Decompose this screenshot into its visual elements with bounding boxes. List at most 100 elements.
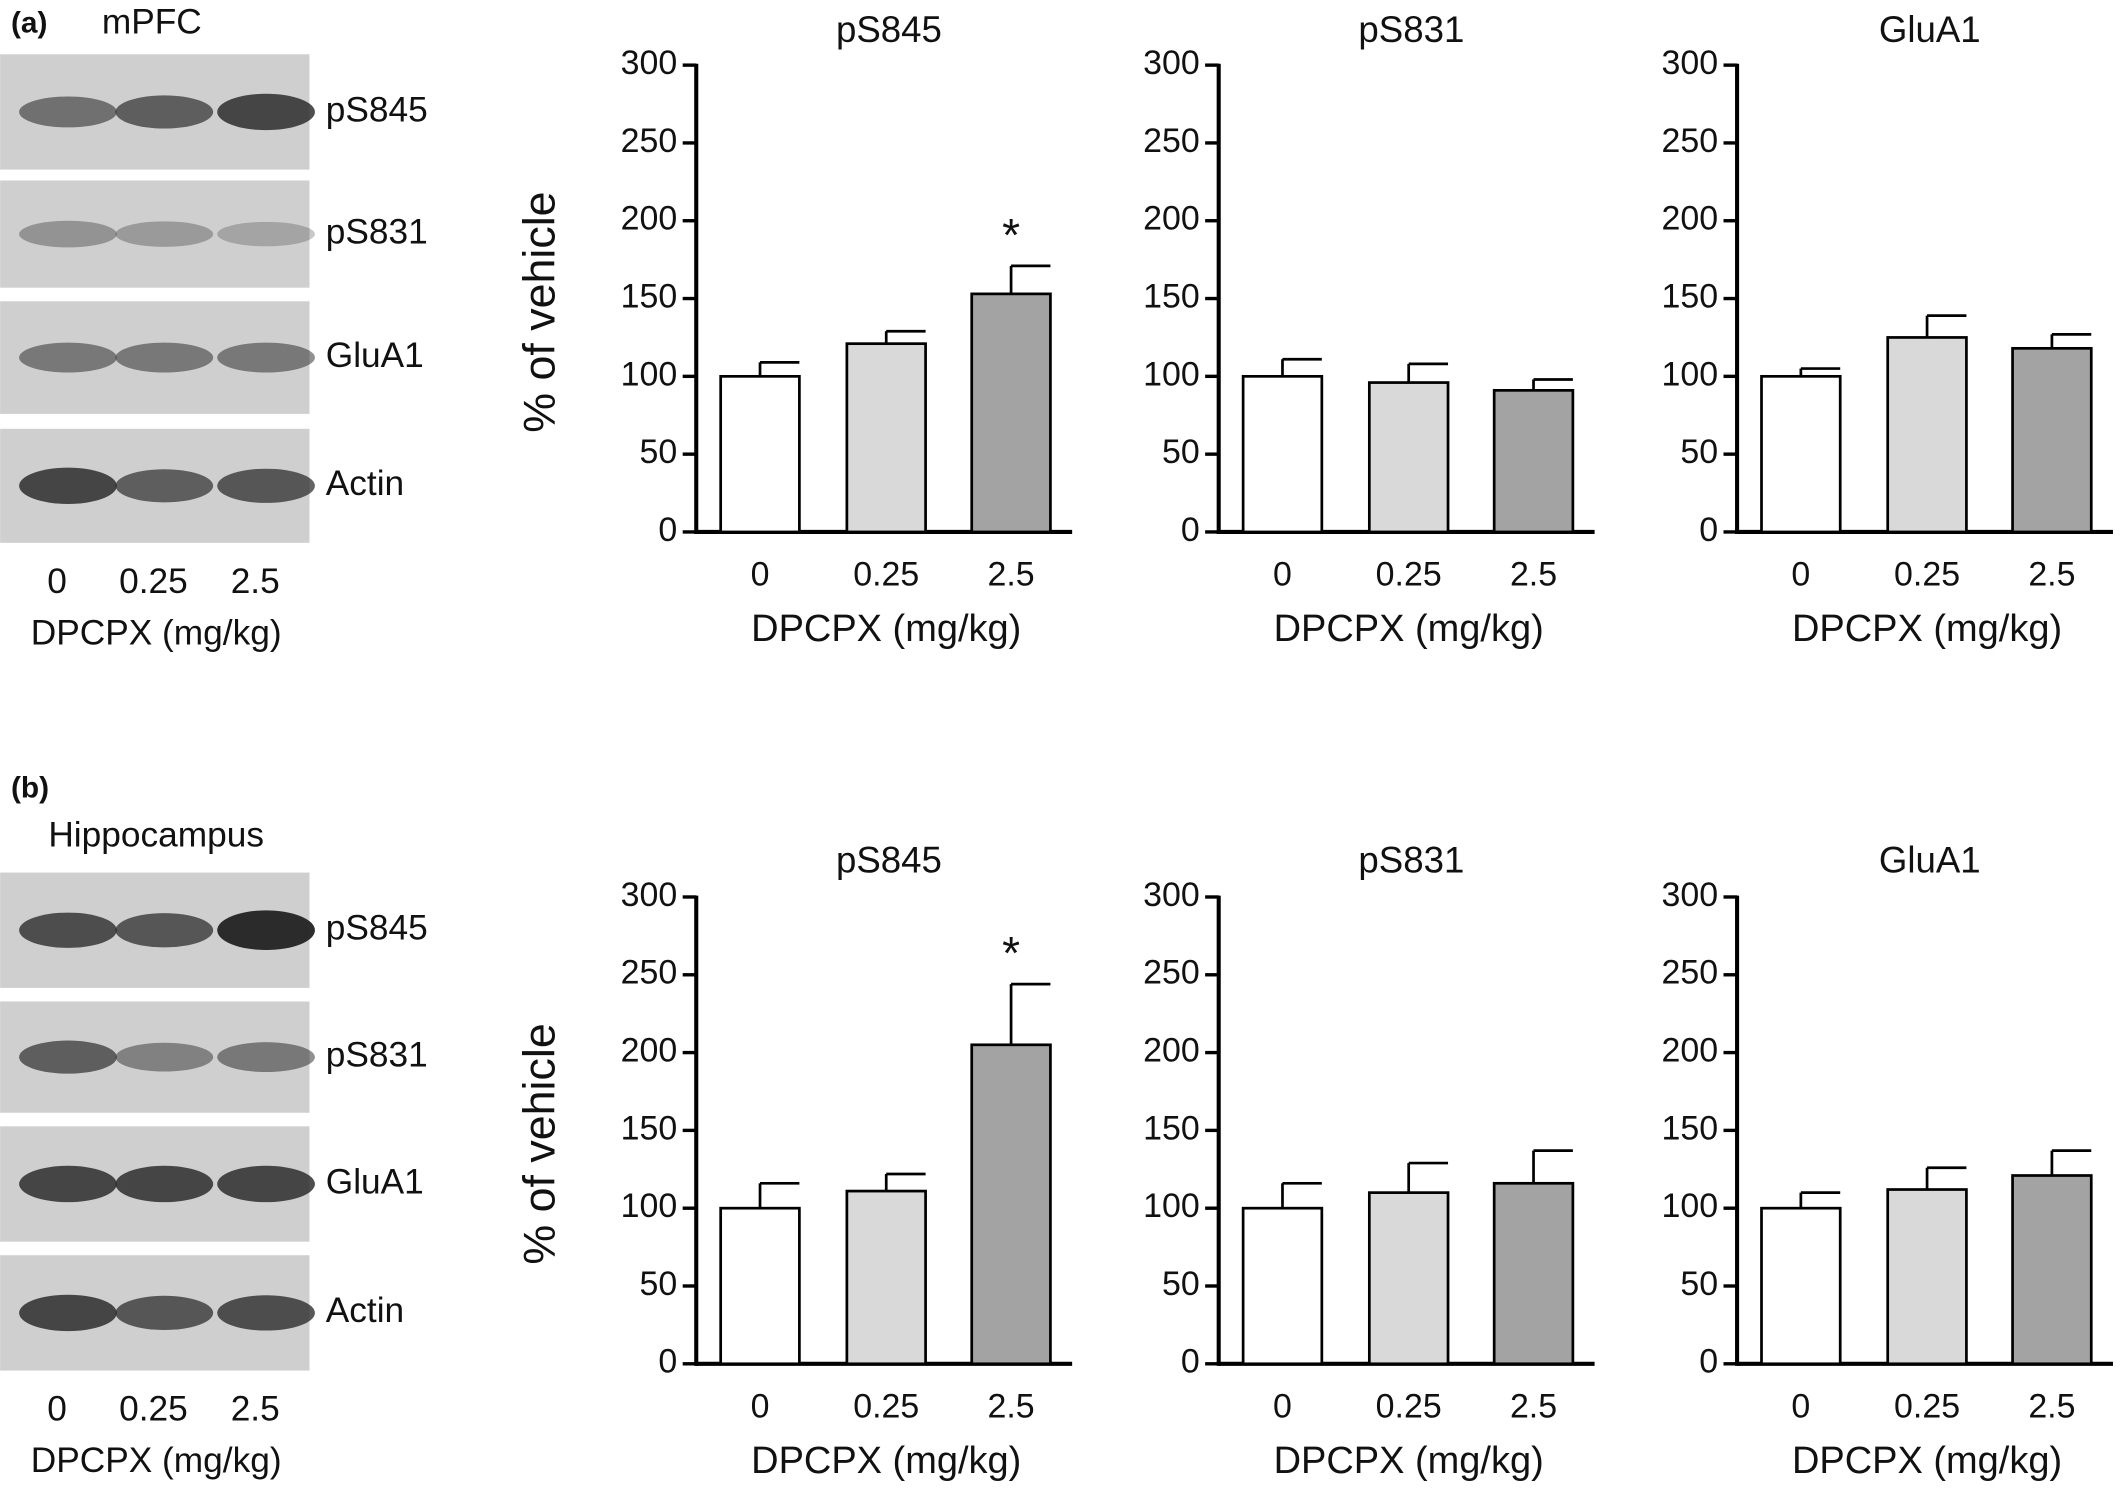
x-axis-label: DPCPX (mg/kg) [751,608,1021,650]
x-tick-label: 0.25 [853,556,919,594]
y-tick-label: 200 [1662,200,1719,238]
y-tick-label: 150 [1662,1109,1719,1147]
y-tick-label: 200 [1143,200,1200,238]
lane-label: 0.25 [119,1390,188,1429]
x-axis-label: DPCPX (mg/kg) [751,1440,1021,1482]
blot-band [217,1042,315,1073]
y-tick-label: 200 [1143,1032,1200,1070]
bar [970,1043,1052,1366]
x-tick-label: 2.5 [988,1388,1035,1426]
y-tick-label: 50 [1162,1265,1200,1303]
x-tick-label: 0.25 [1894,1388,1960,1426]
y-tick-label: 0 [658,511,677,549]
y-tick-label: 50 [1680,433,1718,471]
y-tick-label: 200 [1662,1032,1719,1070]
blot-band [217,93,315,131]
y-axis-label: % of vehicle [515,191,565,432]
x-axis-label: DPCPX (mg/kg) [1792,1440,2062,1482]
blot-band [19,342,117,373]
band-label: GluA1 [326,1162,424,1201]
band-label: GluA1 [326,336,424,375]
x-tick-label: 0 [1791,556,1810,594]
y-tick-label: 0 [658,1343,677,1381]
x-axis-label: DPCPX (mg/kg) [1274,1440,1544,1482]
bar [1760,1206,1842,1366]
y-tick-label: 150 [1143,277,1200,315]
blot-band [19,1040,117,1074]
blot-band [217,221,315,247]
bar [1241,374,1324,534]
blot-band [217,1165,315,1203]
blot-band [19,467,117,504]
blot-xlabel: DPCPX (mg/kg) [31,1441,282,1480]
y-tick-label: 300 [1662,876,1719,914]
x-tick-label: 0.25 [1376,1388,1442,1426]
blot-band [217,468,315,503]
x-tick-label: 0.25 [1376,556,1442,594]
x-tick-label: 2.5 [2028,556,2075,594]
bar [970,292,1052,534]
blot-band [115,1295,214,1331]
blot-band [19,1165,117,1203]
y-tick-label: 150 [1143,1109,1200,1147]
blot-band [19,96,117,128]
significance-mark: * [1002,209,1020,261]
x-tick-label: 0.25 [1894,556,1960,594]
y-tick-label: 250 [1143,954,1200,992]
x-tick-label: 0 [1791,1388,1810,1426]
bar [719,1206,801,1366]
blot-band [217,1295,315,1331]
y-tick-label: 0 [1181,511,1200,549]
y-tick-label: 250 [621,954,678,992]
x-tick-label: 0 [751,1388,770,1426]
y-tick-label: 50 [1680,1265,1718,1303]
y-tick-label: 250 [1662,954,1719,992]
y-tick-label: 300 [1143,876,1200,914]
y-tick-label: 0 [1699,1343,1718,1381]
y-tick-label: 250 [1662,122,1719,160]
blot-band [115,342,214,373]
x-axis-label: DPCPX (mg/kg) [1274,608,1544,650]
band-label: pS831 [326,1035,428,1074]
x-tick-label: 2.5 [1510,556,1557,594]
y-tick-label: 250 [621,122,678,160]
band-label: pS831 [326,212,428,251]
x-axis-label: DPCPX (mg/kg) [1792,608,2062,650]
bar [1886,336,1968,534]
region-label: Hippocampus [48,816,264,855]
panel-label: (b) [11,772,49,805]
y-tick-label: 300 [621,44,678,82]
bar [845,342,927,534]
y-axis-label: % of vehicle [515,1023,565,1264]
bar [1886,1188,1968,1366]
blot-band [115,469,214,503]
chart-title: pS845 [836,840,942,881]
x-tick-label: 0 [1273,1388,1292,1426]
y-tick-label: 250 [1143,122,1200,160]
band-label: Actin [326,1291,404,1330]
y-tick-label: 100 [1143,355,1200,393]
blot-band [217,342,315,373]
blot-band [115,1042,214,1072]
lane-label: 2.5 [231,562,280,601]
band-label: pS845 [326,909,428,948]
bar [2011,1174,2093,1366]
region-label: mPFC [102,3,202,42]
y-tick-label: 300 [1143,44,1200,82]
y-tick-label: 50 [1162,433,1200,471]
blot-band [115,1165,214,1203]
y-tick-label: 300 [621,876,678,914]
chart-title: pS831 [1358,9,1464,50]
chart-title: pS845 [836,9,942,50]
blot-band [19,220,117,248]
bar [1492,388,1575,534]
blot-strip [0,180,310,288]
y-tick-label: 300 [1662,44,1719,82]
band-label: pS845 [326,90,428,129]
y-tick-label: 150 [621,1109,678,1147]
bar [1760,374,1842,534]
lane-label: 0 [47,1390,67,1429]
y-tick-label: 50 [640,433,678,471]
y-tick-label: 100 [1143,1187,1200,1225]
blot-band [217,910,315,951]
